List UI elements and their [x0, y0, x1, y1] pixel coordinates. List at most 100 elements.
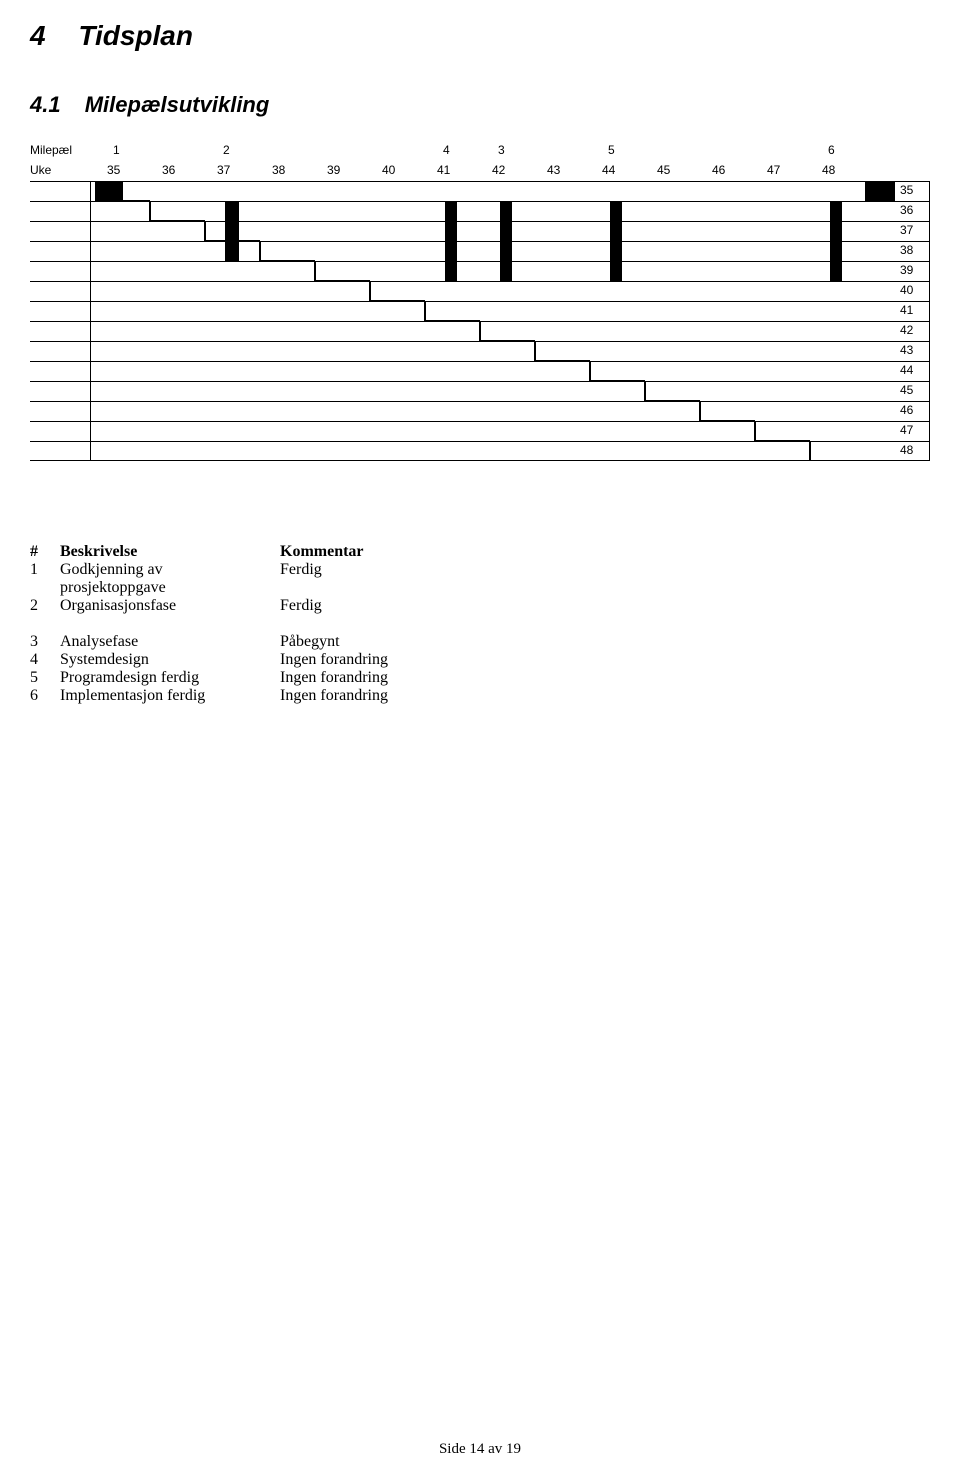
- chart-milestone-col-label: 1: [113, 143, 120, 157]
- table-header-num: #: [30, 543, 60, 561]
- table-row: 2OrganisasjonsfaseFerdig: [30, 597, 930, 615]
- chart-week-label: 47: [767, 163, 780, 177]
- table-cell-num: 6: [30, 687, 60, 705]
- chart-row: 48: [30, 441, 930, 461]
- milestone-chart: Milepæl 1 2 3 45 6 Uke 35 36 37 38 39 40 41 42 43 44 4…: [30, 143, 930, 493]
- chart-row: 36: [30, 201, 930, 221]
- chart-week-label: 42: [492, 163, 505, 177]
- chart-row: 47: [30, 421, 930, 441]
- chart-milestone-col-label: 5: [608, 143, 615, 157]
- table-cell-desc: Programdesign ferdig: [60, 669, 280, 687]
- table-cell-desc: Analysefase: [60, 633, 280, 651]
- chart-side-number: 45: [900, 383, 913, 397]
- chart-row: 37: [30, 221, 930, 241]
- chart-step: [480, 340, 535, 342]
- chart-row: 44: [30, 361, 930, 381]
- table-cell-comment: Ingen forandring: [280, 651, 480, 669]
- chart-milestone-bar: [500, 201, 512, 281]
- heading-1: 4 Tidsplan: [30, 20, 930, 52]
- chart-milestone-bar: [830, 201, 842, 281]
- chart-week-label: 48: [822, 163, 835, 177]
- table-cell-num: 2: [30, 597, 60, 615]
- chart-week-label: 39: [327, 163, 340, 177]
- heading-2-num: 4.1: [30, 92, 61, 117]
- heading-2-text: Milepælsutvikling: [85, 92, 270, 117]
- chart-row: 38: [30, 241, 930, 261]
- chart-milestone-header-row: Milepæl 123456: [30, 143, 930, 161]
- table-cell-num: 4: [30, 651, 60, 669]
- chart-row: 35: [30, 181, 930, 201]
- chart-side-number: 44: [900, 363, 913, 377]
- chart-step: [535, 360, 590, 362]
- chart-week-label: 38: [272, 163, 285, 177]
- milestone-table: # Beskrivelse Kommentar 1Godkjenning avp…: [30, 543, 930, 705]
- table-cell-desc: Systemdesign: [60, 651, 280, 669]
- heading-1-num: 4: [30, 20, 46, 51]
- chart-step: [260, 260, 315, 262]
- chart-side-number: 40: [900, 283, 913, 297]
- table-row: 4SystemdesignIngen forandring: [30, 651, 930, 669]
- chart-week-label: 43: [547, 163, 560, 177]
- chart-body: 35 36 37 38 39 40 41 42 43 44 45 46 47 48: [30, 181, 930, 461]
- chart-step: [700, 420, 755, 422]
- table-cell-desc: Godkjenning avprosjektoppgave: [60, 561, 280, 597]
- table-cell-num: 5: [30, 669, 60, 687]
- chart-row: 46: [30, 401, 930, 421]
- table-cell-desc: Organisasjonsfase: [60, 597, 280, 615]
- table-cell-comment: Påbegynt: [280, 633, 480, 651]
- chart-milestone-col-label: 6: [828, 143, 835, 157]
- chart-side-number: 43: [900, 343, 913, 357]
- chart-milestone-col-label: 2: [223, 143, 230, 157]
- chart-row: 45: [30, 381, 930, 401]
- chart-milestone-bar: [610, 201, 622, 281]
- chart-side-number: 47: [900, 423, 913, 437]
- chart-side-number: 35: [900, 183, 913, 197]
- chart-step: [755, 440, 810, 442]
- chart-side-number: 46: [900, 403, 913, 417]
- chart-week-label: 46: [712, 163, 725, 177]
- chart-row: 40: [30, 281, 930, 301]
- chart-corner-block: [865, 181, 895, 201]
- chart-step: [590, 380, 645, 382]
- table-header-comment: Kommentar: [280, 543, 480, 561]
- table-header-row: # Beskrivelse Kommentar: [30, 543, 930, 561]
- page-footer: Side 14 av 19: [0, 1441, 960, 1458]
- chart-side-number: 36: [900, 203, 913, 217]
- table-cell-comment: Ingen forandring: [280, 669, 480, 687]
- chart-milestone-bar: [225, 201, 239, 261]
- chart-milestone-bar: [445, 201, 457, 281]
- table-row: 5Programdesign ferdigIngen forandring: [30, 669, 930, 687]
- table-header-desc: Beskrivelse: [60, 543, 280, 561]
- chart-step: [315, 280, 370, 282]
- table-cell-num: 1: [30, 561, 60, 597]
- chart-step: [645, 400, 700, 402]
- chart-week-label: 37: [217, 163, 230, 177]
- chart-step: [425, 320, 480, 322]
- chart-row-header: Milepæl: [30, 143, 72, 157]
- chart-milestone-bar: [95, 181, 123, 201]
- table-cell-num: 3: [30, 633, 60, 651]
- heading-2: 4.1 Milepælsutvikling: [30, 92, 930, 118]
- chart-week-label: 44: [602, 163, 615, 177]
- chart-week-label: 36: [162, 163, 175, 177]
- chart-side-number: 42: [900, 323, 913, 337]
- chart-row: 43: [30, 341, 930, 361]
- table-cell-desc: Implementasjon ferdig: [60, 687, 280, 705]
- chart-row: 41: [30, 301, 930, 321]
- chart-week-header-row: Uke 3536373839404142434445464748: [30, 163, 930, 181]
- chart-milestone-col-label: 3: [498, 143, 505, 157]
- chart-side-number: 37: [900, 223, 913, 237]
- chart-side-number: 39: [900, 263, 913, 277]
- chart-week-label: 45: [657, 163, 670, 177]
- chart-week-header: Uke: [30, 163, 51, 177]
- chart-step: [150, 220, 205, 222]
- table-cell-comment: Ferdig: [280, 597, 480, 615]
- chart-side-number: 41: [900, 303, 913, 317]
- table-cell-comment: Ingen forandring: [280, 687, 480, 705]
- chart-side-number: 38: [900, 243, 913, 257]
- chart-step: [370, 300, 425, 302]
- chart-week-label: 41: [437, 163, 450, 177]
- heading-1-text: Tidsplan: [78, 20, 193, 51]
- table-row: 1Godkjenning avprosjektoppgaveFerdig: [30, 561, 930, 597]
- chart-row: 39: [30, 261, 930, 281]
